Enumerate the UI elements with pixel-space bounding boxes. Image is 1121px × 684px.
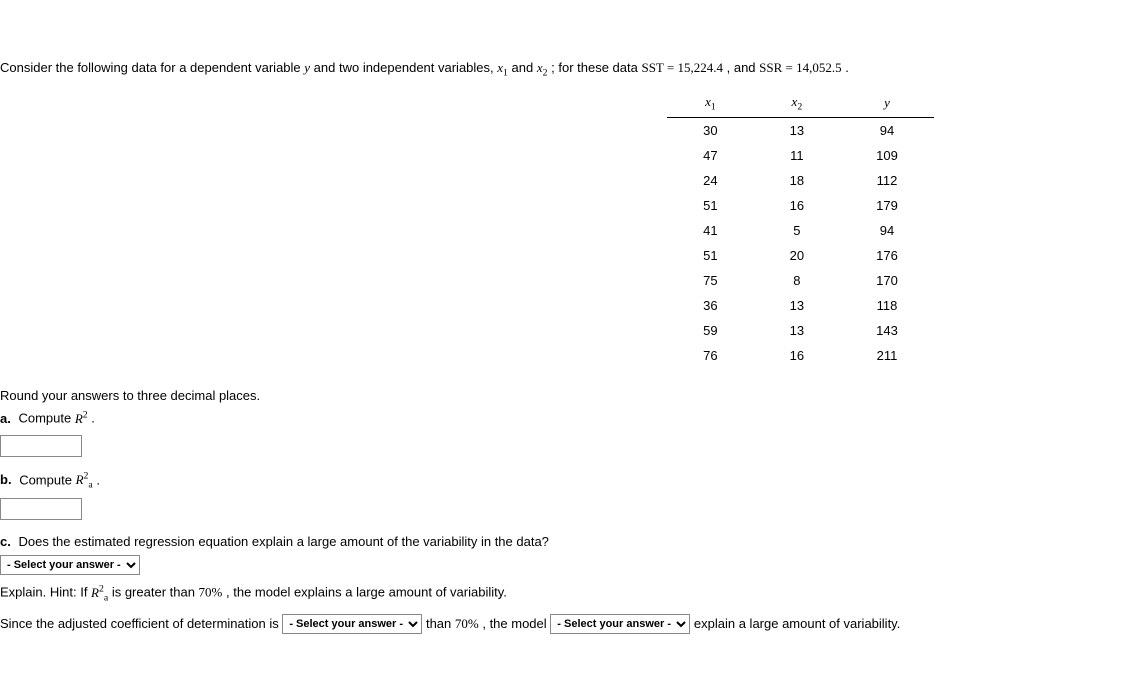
data-table: x1 x2 y 301394 4711109 2418112 5116179 4…	[667, 89, 934, 369]
table-row: 301394	[667, 118, 934, 144]
intro-mid4: , and	[727, 60, 760, 75]
since-mid2: , the model	[482, 616, 550, 631]
header-y: y	[840, 89, 934, 118]
part-a: a. Compute R2 .	[0, 409, 1101, 426]
part-b-period: .	[96, 472, 100, 487]
var-x2: x2	[537, 60, 548, 75]
var-y: y	[304, 60, 310, 75]
since-prefix: Since the adjusted coefficient of determ…	[0, 616, 282, 631]
table-body: 301394 4711109 2418112 5116179 41594 512…	[667, 118, 934, 369]
intro-mid1: and two independent variables,	[314, 60, 498, 75]
explain-suffix: , the model explains a large amount of v…	[226, 585, 507, 600]
table-row: 41594	[667, 218, 934, 243]
since-select-1[interactable]: - Select your answer -	[282, 614, 422, 634]
r-squared-input[interactable]	[0, 435, 82, 457]
adj-r-squared: R2a	[76, 472, 93, 487]
explain-mid: is greater than	[112, 585, 199, 600]
intro-prefix: Consider the following data for a depend…	[0, 60, 304, 75]
explain-prefix: Explain. Hint: If	[0, 585, 91, 600]
var-x1: x1	[497, 60, 508, 75]
table-row: 7616211	[667, 343, 934, 368]
part-c-select[interactable]: - Select your answer -	[0, 555, 140, 575]
ssr-eq: =	[782, 60, 796, 75]
since-threshold: 70%	[455, 616, 479, 631]
intro-period: .	[845, 60, 849, 75]
ssr-label: SSR	[759, 60, 782, 75]
part-c: c. Does the estimated regression equatio…	[0, 534, 1101, 549]
ssr-val: 14,052.5	[796, 60, 842, 75]
header-x1: x1	[667, 89, 753, 118]
intro-mid2: and	[512, 60, 537, 75]
table-row: 5913143	[667, 318, 934, 343]
since-line: Since the adjusted coefficient of determ…	[0, 613, 1101, 635]
r-squared: R2	[75, 411, 88, 426]
explain-threshold: 70%	[199, 585, 223, 600]
since-suffix: explain a large amount of variability.	[694, 616, 900, 631]
sst-eq: =	[664, 60, 678, 75]
table-row: 5120176	[667, 243, 934, 268]
part-c-label: c.	[0, 534, 11, 549]
table-row: 4711109	[667, 143, 934, 168]
sst-val: 15,224.4	[677, 60, 723, 75]
part-a-label: a.	[0, 411, 11, 426]
intro-text: Consider the following data for a depend…	[0, 60, 1101, 79]
table-row: 2418112	[667, 168, 934, 193]
explain-hint: Explain. Hint: If R2a is greater than 70…	[0, 581, 1101, 606]
adj-r-squared-input[interactable]	[0, 498, 82, 520]
part-a-period: .	[91, 411, 95, 426]
table-row: 758170	[667, 268, 934, 293]
part-b-label: b.	[0, 472, 12, 487]
table-row: 5116179	[667, 193, 934, 218]
adj-r-squared-hint: R2a	[91, 585, 108, 600]
part-a-text: Compute	[18, 411, 74, 426]
sst-label: SST	[641, 60, 663, 75]
rounding-note: Round your answers to three decimal plac…	[0, 388, 1101, 403]
part-b-text: Compute	[19, 472, 75, 487]
part-c-question: Does the estimated regression equation e…	[18, 534, 548, 549]
part-b: b. Compute R2a .	[0, 471, 1101, 491]
since-mid1: than	[426, 616, 455, 631]
table-row: 3613118	[667, 293, 934, 318]
header-x2: x2	[754, 89, 840, 118]
intro-mid3: ; for these data	[551, 60, 641, 75]
since-select-2[interactable]: - Select your answer -	[550, 614, 690, 634]
